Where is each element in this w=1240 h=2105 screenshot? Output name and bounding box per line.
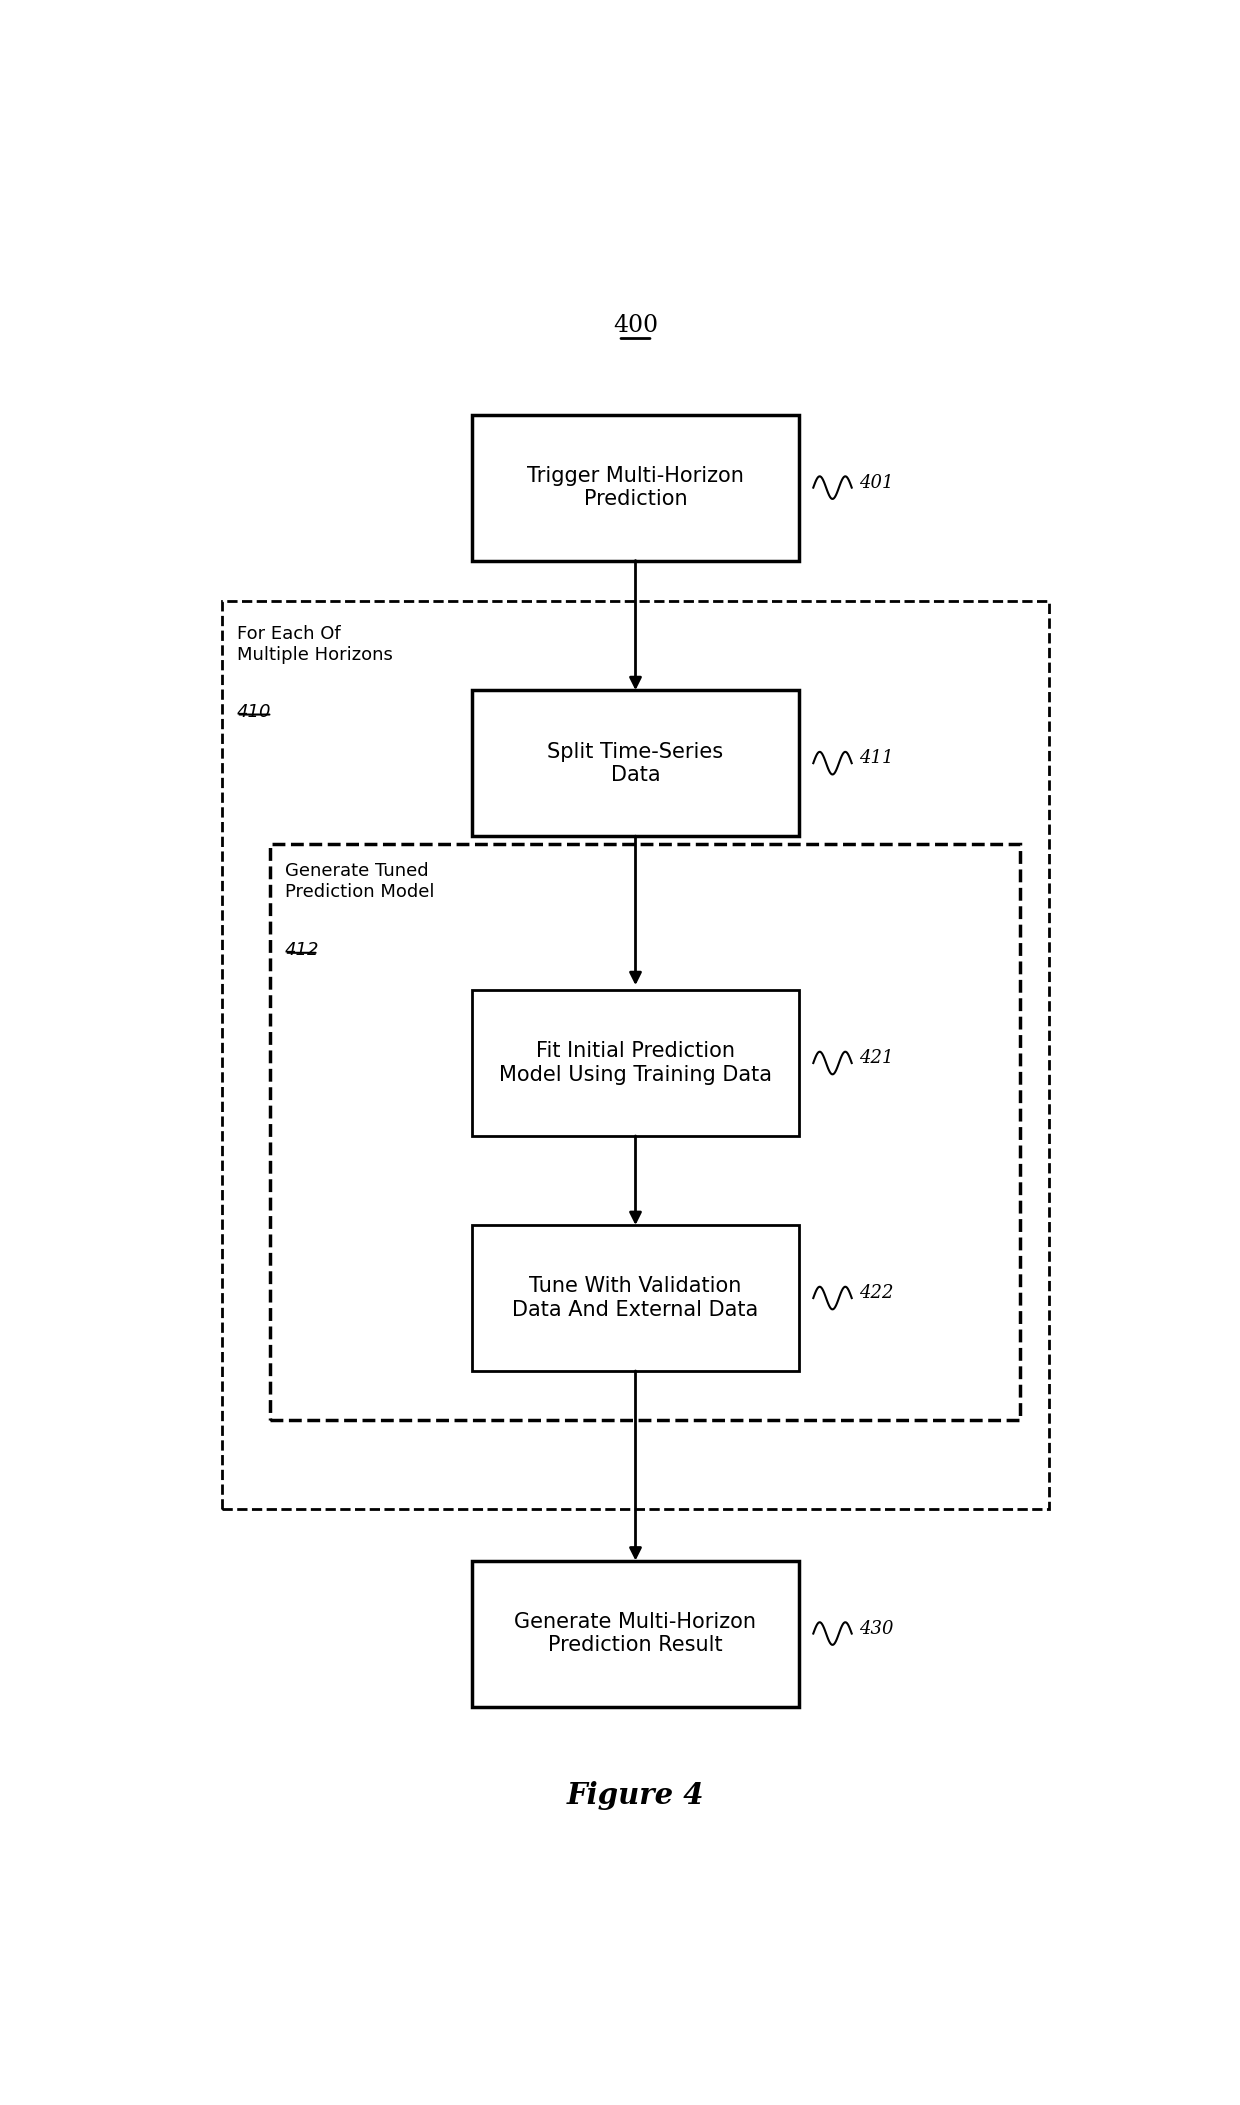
Bar	[472, 690, 799, 836]
Text: Figure 4: Figure 4	[567, 1781, 704, 1810]
Text: 412: 412	[285, 941, 319, 960]
Text: 411: 411	[859, 749, 894, 768]
Text: For Each Of
Multiple Horizons: For Each Of Multiple Horizons	[237, 625, 393, 665]
Text: Generate Multi-Horizon
Prediction Result: Generate Multi-Horizon Prediction Result	[515, 1612, 756, 1655]
Bar	[270, 844, 1021, 1419]
Text: 430: 430	[859, 1619, 894, 1638]
Text: Fit Initial Prediction
Model Using Training Data: Fit Initial Prediction Model Using Train…	[498, 1042, 773, 1084]
Bar	[222, 602, 1049, 1509]
Bar	[472, 989, 799, 1137]
Text: 421: 421	[859, 1048, 894, 1067]
Text: Trigger Multi-Horizon
Prediction: Trigger Multi-Horizon Prediction	[527, 465, 744, 509]
Text: 401: 401	[859, 474, 894, 493]
Text: 410: 410	[237, 703, 272, 722]
Text: Split Time-Series
Data: Split Time-Series Data	[547, 741, 724, 785]
Bar	[472, 1225, 799, 1370]
Bar	[472, 415, 799, 560]
Text: 422: 422	[859, 1284, 894, 1303]
Text: 400: 400	[613, 314, 658, 337]
Text: Tune With Validation
Data And External Data: Tune With Validation Data And External D…	[512, 1276, 759, 1320]
Text: Generate Tuned
Prediction Model: Generate Tuned Prediction Model	[285, 863, 434, 901]
Bar	[472, 1560, 799, 1707]
